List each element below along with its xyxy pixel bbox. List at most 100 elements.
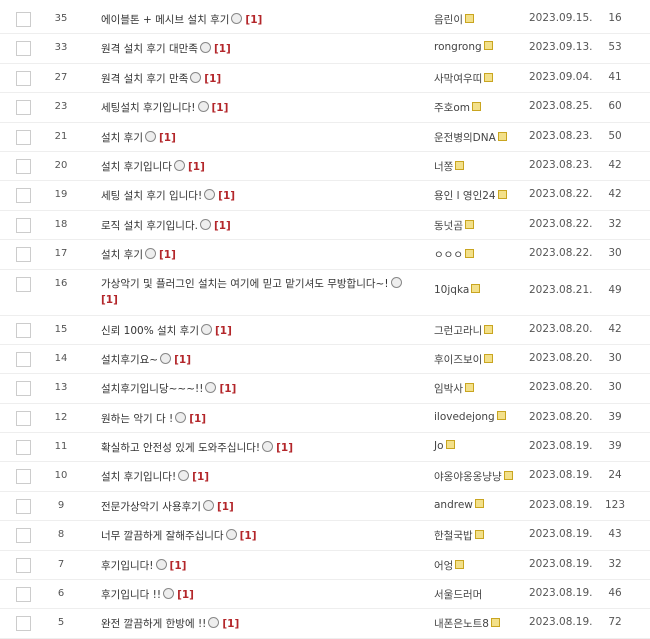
post-title-link[interactable]: 세팅설치 후기입니다! [1] [101,100,421,116]
post-title-link[interactable]: 확실하고 안전성 있게 도와주십니다! [1] [101,440,421,456]
row-checkbox[interactable] [16,440,31,456]
post-author[interactable]: 후이즈보이 [434,352,494,367]
row-checkbox[interactable] [16,129,31,145]
post-title-link[interactable]: 설치후기요~ [1] [101,352,421,368]
post-author[interactable]: 야옹야옹옹냥냥 [434,469,513,484]
post-title-link[interactable]: 에이블톤 + 메시브 설치 후기 [1] [101,12,421,28]
post-author[interactable]: 동넛곰 [434,218,474,233]
post-author[interactable]: 그런고라니 [434,323,494,338]
comment-count[interactable]: [1] [189,412,207,425]
post-title-link[interactable]: 세팅 설치 후기 입니다! [1] [101,188,421,204]
post-author[interactable]: 용인 l 영인24 [434,188,507,203]
post-author[interactable]: 너쫑 [434,159,465,174]
post-author[interactable]: ilovedejong [434,410,506,423]
row-checkbox[interactable] [16,100,31,116]
post-title-link[interactable]: 전문가상악기 사용후기 [1] [101,499,421,515]
post-title: 설치 후기입니다 [101,160,172,173]
comment-count[interactable]: [1] [245,14,263,26]
post-author[interactable]: 임박사 [434,381,474,396]
image-attachment-icon [262,441,274,453]
post-author[interactable]: 운전병의DNA [434,130,507,145]
row-checkbox[interactable] [16,41,31,57]
comment-count[interactable]: [1] [239,530,257,543]
post-title-link[interactable]: 원하는 악기 다 ! [1] [101,411,421,427]
table-row: 17 설치 후기 [1] ㅇㅇㅇ 2023.08.22. 30 [0,240,650,270]
post-title-link[interactable]: 설치 후기 [1] [101,247,421,263]
row-checkbox[interactable] [16,12,31,27]
row-checkbox[interactable] [16,158,31,174]
row-checkbox[interactable] [16,70,31,86]
post-title-link[interactable]: 설치후기입니당~~~!! [1] [101,381,421,397]
comment-count[interactable]: [1] [169,559,187,572]
post-title-link[interactable]: 원격 설치 후기 만족 [1] [101,71,421,87]
post-author[interactable]: Jo [434,440,455,452]
view-count: 50 [608,129,622,142]
row-checkbox[interactable] [16,498,31,514]
post-author[interactable]: 한철국밥 [434,528,484,543]
row-checkbox[interactable] [16,247,31,263]
author-name: 너쫑 [434,160,454,173]
view-count: 60 [608,100,622,113]
table-row: 21 설치 후기 [1] 운전병의DNA 2023.08.23. 50 [0,123,650,152]
comment-count[interactable]: [1] [211,102,229,115]
post-author[interactable]: 주호om [434,100,481,115]
comment-count[interactable]: [1] [177,589,194,602]
comment-count[interactable]: [1] [216,500,234,513]
row-checkbox[interactable] [16,188,31,204]
comment-count[interactable]: [1] [276,442,294,455]
post-title-link[interactable]: 후기입니다 !! [1] [101,587,421,603]
post-title-link[interactable]: 너무 깔끔하게 잘해주십니다 [1] [101,528,421,544]
author-name: 주호om [434,102,470,115]
comment-count[interactable]: [1] [174,353,192,366]
post-author[interactable]: 사막여우띠 [434,71,494,86]
row-checkbox[interactable] [16,469,31,485]
post-author[interactable]: 10jqka [434,283,481,296]
post-title-link[interactable]: 가상악기 및 플러그인 설치는 여기에 믿고 맡기셔도 무방합니다~! [1] [101,276,421,308]
comment-count[interactable]: [1] [213,43,231,56]
post-title-link[interactable]: 완전 깔끔하게 한방에 !! [1] [101,616,421,632]
comment-count[interactable]: [1] [158,249,176,262]
row-checkbox[interactable] [16,217,31,233]
row-checkbox[interactable] [16,616,31,632]
post-date: 2023.08.23. [529,129,593,142]
post-title-link[interactable]: 원격 설치 후기 대만족 [1] [101,41,421,57]
view-count: 24 [608,469,622,482]
comment-count[interactable]: [1] [158,131,176,144]
post-title-link[interactable]: 설치 후기입니다! [1] [101,469,421,485]
row-checkbox[interactable] [16,351,31,367]
comment-count[interactable]: [1] [222,618,240,631]
comment-count[interactable]: [1] [219,383,237,396]
author-name: Jo [434,440,444,453]
post-number: 11 [54,441,68,453]
row-checkbox[interactable] [16,528,31,544]
post-author[interactable]: rongrong [434,41,493,53]
row-checkbox[interactable] [16,381,31,397]
row-checkbox[interactable] [16,410,31,426]
table-row: 15 신뢰 100% 설치 후기 [1] 그런고라니 2023.08.20. 42 [0,316,650,345]
post-title-link[interactable]: 로직 설치 후기입니다. [1] [101,218,421,234]
row-checkbox[interactable] [16,276,31,292]
post-number: 13 [54,382,68,394]
comment-count[interactable]: [1] [213,219,231,232]
row-checkbox[interactable] [16,557,31,573]
row-checkbox[interactable] [16,322,31,338]
post-title-link[interactable]: 신뢰 100% 설치 후기 [1] [101,323,421,339]
comment-count[interactable]: [1] [204,72,222,85]
post-author[interactable]: 어엉 [434,558,465,573]
comment-count[interactable]: [1] [101,293,118,306]
row-checkbox[interactable] [16,587,31,603]
comment-count[interactable]: [1] [192,471,210,484]
post-title-link[interactable]: 설치 후기 [1] [101,130,421,146]
post-author[interactable]: ㅇㅇㅇ [434,247,474,262]
post-author[interactable]: 내폰은노트8 [434,616,500,631]
comment-count[interactable]: [1] [218,190,236,203]
post-author[interactable]: 음린이 [434,12,474,27]
post-title-link[interactable]: 후기입니다! [1] [101,558,421,574]
post-author[interactable]: 서울드러머 [434,587,482,602]
post-title-link[interactable]: 설치 후기입니다 [1] [101,159,421,175]
comment-count[interactable]: [1] [187,160,205,173]
comment-count[interactable]: [1] [215,324,232,337]
member-level-icon [464,219,474,229]
post-author[interactable]: andrew [434,498,484,511]
table-row: 8 너무 깔끔하게 잘해주십니다 [1] 한철국밥 2023.08.19. 43 [0,521,650,551]
